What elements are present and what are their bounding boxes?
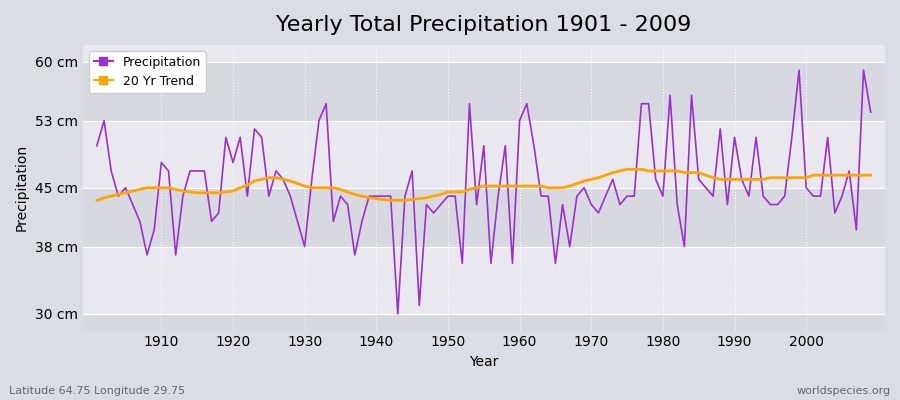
Bar [83,62,885,120]
Bar [83,246,885,314]
Bar [83,45,885,62]
X-axis label: Year: Year [469,355,499,369]
Legend: Precipitation, 20 Yr Trend: Precipitation, 20 Yr Trend [89,51,206,93]
Bar [83,188,885,246]
Text: worldspecies.org: worldspecies.org [796,386,891,396]
Title: Yearly Total Precipitation 1901 - 2009: Yearly Total Precipitation 1901 - 2009 [276,15,691,35]
Text: Latitude 64.75 Longitude 29.75: Latitude 64.75 Longitude 29.75 [9,386,185,396]
Y-axis label: Precipitation: Precipitation [15,144,29,231]
Bar [83,120,885,188]
Bar [83,314,885,330]
